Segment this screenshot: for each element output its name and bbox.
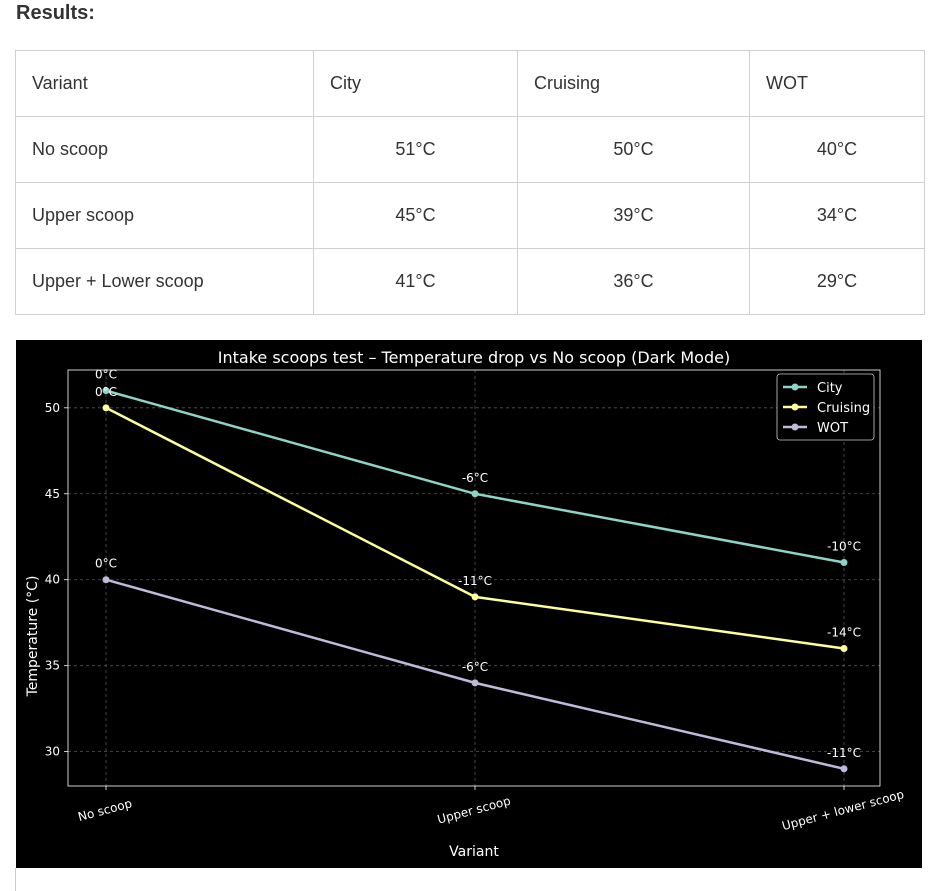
y-axis-label: Temperature (°C) xyxy=(25,576,41,698)
series-line-wot xyxy=(105,578,845,771)
data-label: -11°C xyxy=(458,574,492,588)
data-point xyxy=(840,559,848,567)
data-point xyxy=(102,387,110,395)
table-cell: 51°C xyxy=(313,116,518,183)
x-tick-label: No scoop xyxy=(76,796,133,824)
table-cell: 41°C xyxy=(313,248,518,315)
data-point xyxy=(471,490,479,498)
table-cell: 29°C xyxy=(749,248,925,315)
line-chart: Intake scoops test – Temperature drop vs… xyxy=(25,348,906,860)
data-point xyxy=(840,644,848,652)
column-header: Cruising xyxy=(517,50,750,117)
table-row: No scoop 51°C 50°C 40°C xyxy=(15,116,925,183)
data-label: 0°C xyxy=(95,385,117,399)
column-header: Variant xyxy=(15,50,314,117)
table-cell: 45°C xyxy=(313,182,518,249)
table-cell: 36°C xyxy=(517,248,750,315)
data-label: 0°C xyxy=(95,557,117,571)
table-cell: 34°C xyxy=(749,182,925,249)
results-table: Variant City Cruising WOT No scoop 51°C … xyxy=(15,50,925,315)
x-tick-label: Upper + lower scoop xyxy=(780,787,905,833)
data-label: -6°C xyxy=(462,471,488,485)
legend-box xyxy=(776,373,875,441)
x-tick-label: Upper scoop xyxy=(436,794,512,827)
data-label: -14°C xyxy=(827,625,861,639)
legend-label: Cruising xyxy=(817,401,870,416)
x-axis-label: Variant xyxy=(449,844,499,860)
y-tick-label: 50 xyxy=(45,401,60,415)
table-cell: 50°C xyxy=(517,116,750,183)
chart-image: Intake scoops test – Temperature drop vs… xyxy=(16,340,922,868)
legend-label: City xyxy=(817,381,843,396)
legend-marker xyxy=(791,383,799,391)
legend-marker xyxy=(791,403,799,411)
data-label: -11°C xyxy=(827,746,861,760)
table-cell: 40°C xyxy=(749,116,925,183)
table-row: Upper scoop 45°C 39°C 34°C xyxy=(15,182,925,249)
table-cell-variant: No scoop xyxy=(15,116,314,183)
data-label: -6°C xyxy=(462,660,488,674)
column-header: City xyxy=(313,50,518,117)
y-tick-label: 40 xyxy=(45,573,60,587)
data-point xyxy=(471,593,479,601)
table-cell-variant: Upper scoop xyxy=(15,182,314,249)
table-cell-variant: Upper + Lower scoop xyxy=(15,248,314,315)
data-point xyxy=(471,679,479,687)
data-label: 0°C xyxy=(95,368,117,382)
divider xyxy=(15,868,16,891)
table-cell: 39°C xyxy=(517,182,750,249)
table-header-row: Variant City Cruising WOT xyxy=(15,50,925,117)
y-tick-label: 35 xyxy=(45,659,60,673)
chart-title: Intake scoops test – Temperature drop vs… xyxy=(218,348,730,367)
y-tick-label: 45 xyxy=(45,487,60,501)
column-header: WOT xyxy=(749,50,925,117)
legend-label: WOT xyxy=(817,421,848,436)
data-point xyxy=(102,404,110,412)
data-point xyxy=(102,576,110,584)
legend-marker xyxy=(791,423,799,431)
data-point xyxy=(840,765,848,773)
plot-frame xyxy=(67,369,881,787)
table-row: Upper + Lower scoop 41°C 36°C 29°C xyxy=(15,248,925,315)
y-tick-label: 30 xyxy=(45,745,60,759)
data-label: -10°C xyxy=(827,540,861,554)
results-heading: Results: xyxy=(16,2,95,24)
